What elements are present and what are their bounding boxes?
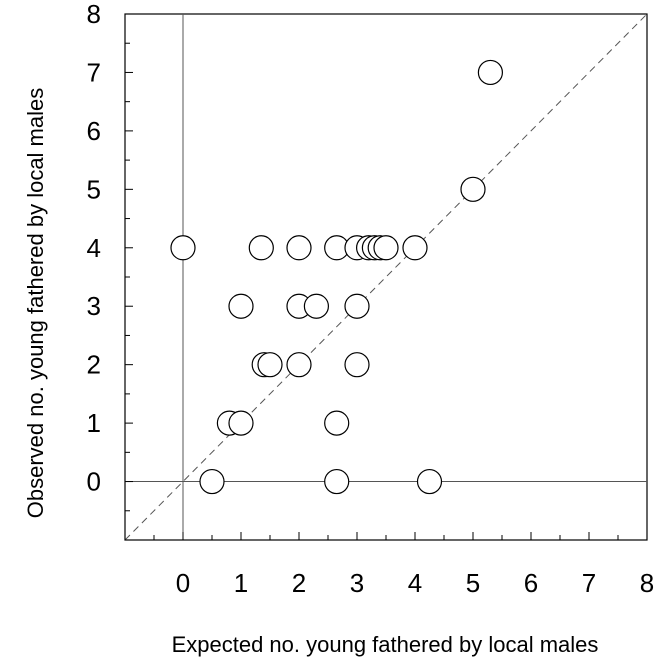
x-tick-label: 1 [234,568,248,598]
scatter-point [257,352,283,378]
scatter-point [199,468,225,495]
x-tick-label: 5 [466,568,480,598]
x-tick-label: 8 [640,568,654,598]
x-tick-label: 2 [292,568,306,598]
points-layer [170,59,503,495]
plot-area [124,13,648,541]
y-tick-label: 5 [87,174,101,204]
scatter-point [286,352,312,378]
x-tick-label: 6 [524,568,538,598]
scatter-point [286,235,312,261]
scatter-point [170,235,196,261]
scatter-point [303,293,329,319]
y-tick-label: 0 [87,467,101,497]
y-tick-label: 2 [87,350,101,380]
scatter-point [324,468,350,495]
identity-reference-line [124,13,648,541]
scatter-point [477,59,503,86]
y-tick-label: 4 [87,233,101,263]
y-tick-label: 8 [87,0,101,29]
scatter-point [416,468,443,495]
scatter-point [248,235,274,261]
x-tick-label: 0 [176,568,190,598]
scatter-point [228,410,254,436]
y-tick-label: 7 [87,57,101,87]
y-tick-label: 1 [87,408,101,438]
scatter-point [228,293,254,319]
y-tick-label: 6 [87,116,101,146]
y-tick-label: 3 [87,291,101,321]
x-tick-label: 7 [582,568,596,598]
x-tick-label: 3 [350,568,364,598]
tick-layer: 0 1 2 3 4 5 6 7 8 0 1 2 3 4 5 6 7 8 [87,0,655,598]
scatter-point [344,352,370,378]
scatter-point [344,293,370,319]
scatter-point [324,410,350,436]
scatter-point [460,176,486,202]
scatter-point [402,235,428,261]
x-axis-label: Expected no. young fathered by local mal… [172,632,599,657]
y-axis-label: Observed no. young fathered by local mal… [23,88,48,518]
x-tick-label: 4 [408,568,422,598]
scatter-point [373,235,399,261]
